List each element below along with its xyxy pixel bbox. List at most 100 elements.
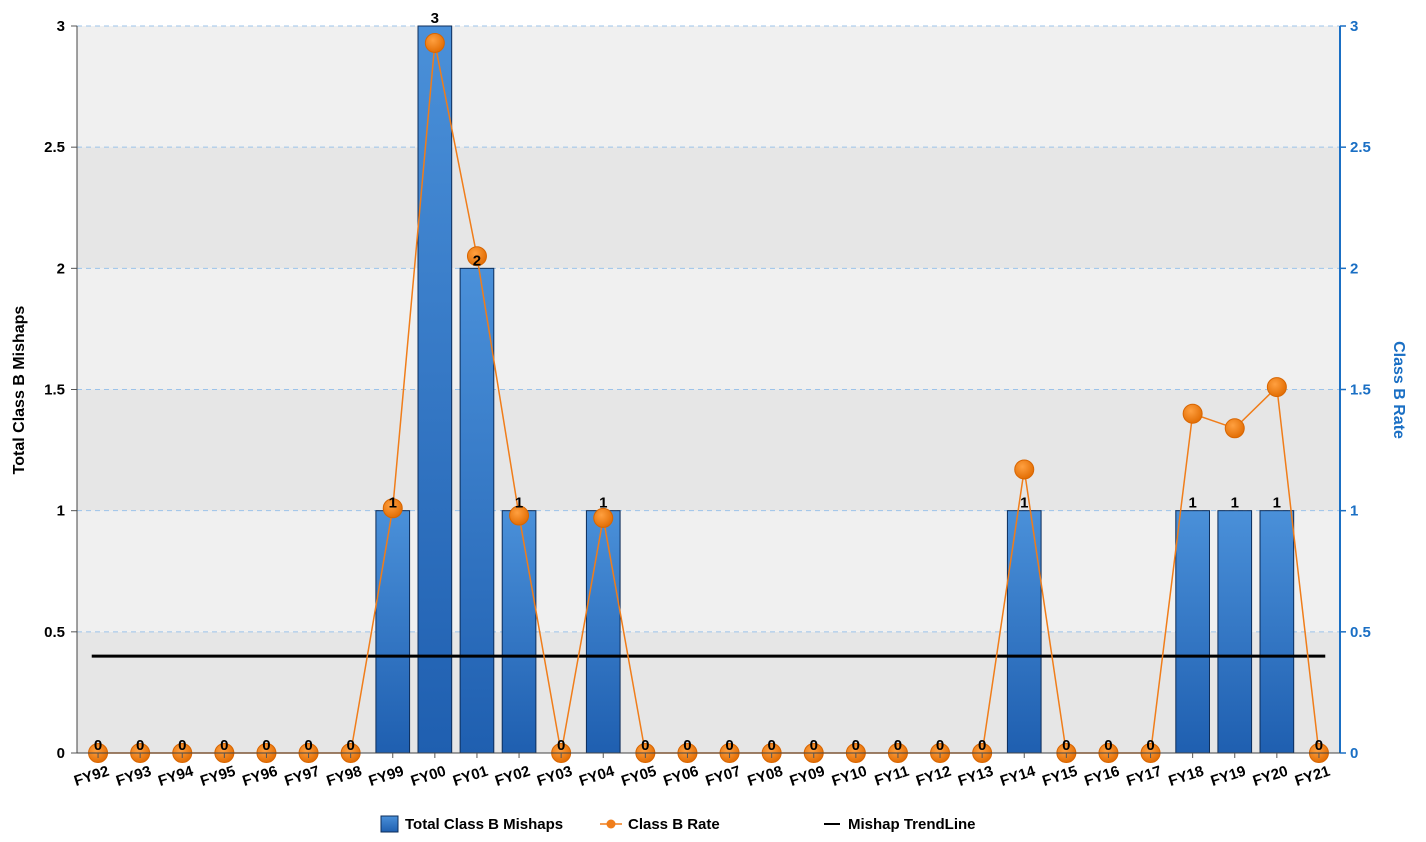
plot-band [77,147,1340,269]
bar [1175,510,1210,754]
bar-data-label: 0 [767,737,775,754]
y2-tick-label: 1 [1350,503,1358,520]
bar-data-label: 1 [1020,495,1028,512]
legend-trend-label: Mishap TrendLine [848,816,976,833]
x-tick-label: FY01 [451,763,490,790]
rate-point [424,32,445,53]
plot-band [77,389,1340,511]
legend-rate-label: Class B Rate [628,816,720,833]
bar-data-label: 0 [94,737,102,754]
bar [1006,510,1042,754]
bar-data-label: 1 [1188,495,1196,512]
bar-data-label: 0 [136,737,144,754]
y-tick-label: 3 [57,18,65,35]
bar-data-label: 1 [1273,495,1281,512]
x-tick-label: FY96 [240,763,279,790]
y-tick-label: 0 [57,745,65,762]
x-tick-label: FY06 [661,763,700,790]
y-tick-label: 1 [57,503,65,520]
bar-data-label: 0 [810,737,818,754]
y2-tick-label: 2 [1350,260,1358,277]
x-tick-label: FY08 [746,763,785,790]
legend: Total Class B Mishaps Class B Rate Mishap … [380,815,976,833]
bar [375,510,411,754]
bar-data-label: 0 [894,737,902,754]
data-labels: 0 0 0 0 0 0 0 1 3 2 1 0 1 0 0 0 0 0 0 0 0 0 1 0 0 0 1 1 1 0 [94,10,1323,754]
bar [1217,510,1253,754]
x-tick-label: FY17 [1124,763,1163,790]
bar-data-label: 0 [936,737,944,754]
x-tick-label: FY10 [830,763,869,790]
bar [585,510,621,754]
x-tick-label: FY94 [156,762,196,789]
x-tick-label: FY12 [914,763,953,790]
grid-lines [77,25,1340,633]
y2-axis-title: Class B Rate [1390,341,1407,439]
bar-data-label: 0 [304,737,312,754]
rate-point [1224,418,1245,439]
plot-background [77,26,1340,753]
x-tick-label: FY15 [1040,763,1079,790]
bar [459,267,495,754]
rate-point [466,246,487,267]
x-tick-label: FY20 [1251,763,1290,790]
bar-series [375,25,1295,754]
plot-band [77,26,1340,148]
y-axis-title: Total Class B Mishaps [11,306,28,475]
bar-data-label: 0 [683,737,691,754]
x-tick-label: FY18 [1167,763,1206,790]
bar-data-label: 0 [262,737,270,754]
bar-data-label: 0 [978,737,986,754]
x-tick-label: FY95 [198,763,237,790]
bar-data-label: 0 [557,737,565,754]
plot-band [77,510,1340,632]
y-tick-label: 0.5 [44,624,65,641]
x-tick-label: FY92 [72,763,111,790]
y-tick-label: 2 [57,260,65,277]
x-tick-label: FY14 [998,762,1038,789]
rate-point [1014,459,1035,480]
x-tick-label: FY13 [956,763,995,790]
bar-data-label: 0 [725,737,733,754]
bar-data-label: 0 [1062,737,1070,754]
legend-bar-label: Total Class B Mishaps [405,816,563,833]
bar-data-label: 1 [389,495,397,512]
bar-data-label: 0 [1315,737,1323,754]
x-tick-label: FY07 [703,763,742,790]
bar-data-label: 0 [852,737,860,754]
y2-tick-label: 3 [1350,18,1358,35]
bar-data-label: 2 [473,252,481,269]
plot-band [77,268,1340,390]
y-tick-label: 2.5 [44,139,65,156]
bar-data-label: 1 [1231,495,1239,512]
bar-data-label: 0 [346,737,354,754]
y2-tick-label: 1.5 [1350,382,1371,399]
x-tick-label: FY93 [114,763,153,790]
plot-band [77,631,1340,753]
y2-tick-label: 0.5 [1350,624,1371,641]
bar-data-label: 1 [599,495,607,512]
rate-point [1266,377,1287,398]
bar-data-label: 0 [1104,737,1112,754]
bar [501,510,537,754]
x-tick-label: FY97 [282,763,321,790]
x-tick-label: FY98 [325,763,364,790]
y-tick-label: 1.5 [44,382,65,399]
rate-point [509,505,530,526]
legend-rate-swatch [606,819,616,829]
rate-point [593,507,614,528]
bar-data-label: 0 [641,737,649,754]
x-tick-label: FY16 [1082,763,1121,790]
x-tick-label: FY05 [619,763,658,790]
x-tick-label: FY04 [577,762,617,789]
rate-point [382,498,403,519]
x-tick-label: FY21 [1293,763,1332,790]
x-tick-label: FY03 [535,763,574,790]
y2-tick-label: 2.5 [1350,139,1371,156]
rate-point [1182,403,1203,424]
x-tick-label: FY09 [788,763,827,790]
bar-data-label: 0 [1146,737,1154,754]
x-tick-label: FY19 [1209,763,1248,790]
